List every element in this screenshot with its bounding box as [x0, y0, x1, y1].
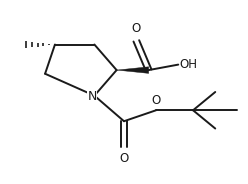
Text: O: O	[152, 94, 161, 107]
Text: N: N	[87, 90, 97, 103]
Text: OH: OH	[180, 58, 197, 71]
Polygon shape	[117, 67, 149, 73]
Text: O: O	[119, 152, 129, 165]
Text: O: O	[132, 22, 141, 35]
